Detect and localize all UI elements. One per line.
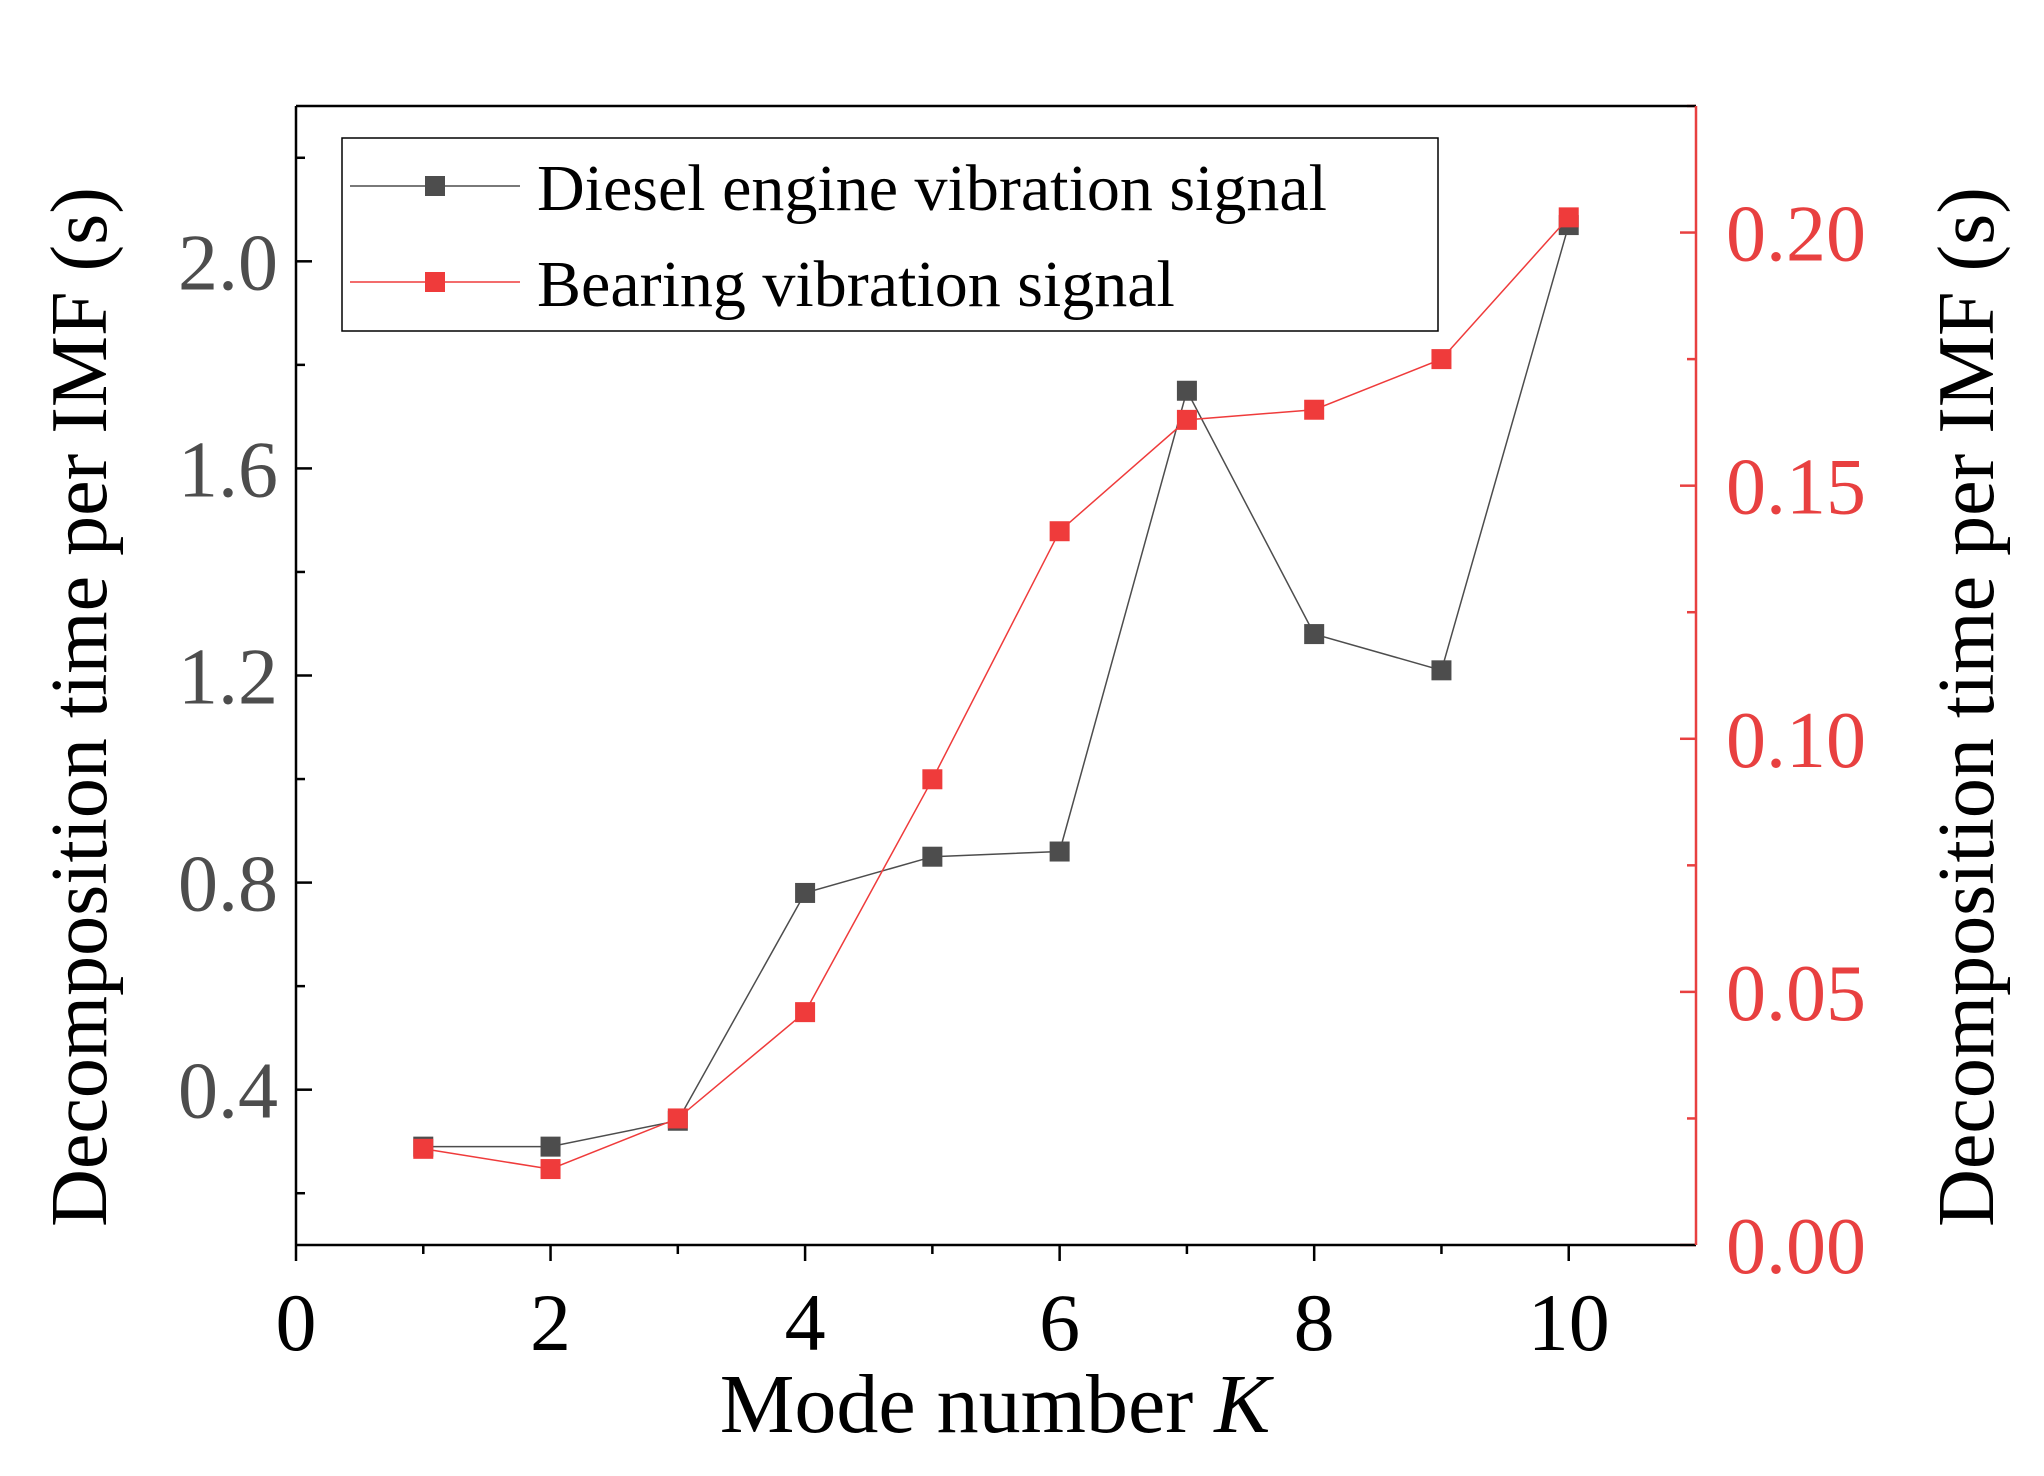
x-tick-label: 8 (1294, 1277, 1335, 1368)
legend-item-bearing: Bearing vibration signal (350, 248, 1175, 321)
y-left-tick-label: 1.6 (178, 426, 278, 514)
x-tick-label: 6 (1039, 1277, 1080, 1368)
x-axis-title: Mode number K (720, 1358, 1275, 1451)
y-right-tick-label: 0.05 (1726, 950, 1866, 1038)
legend-marker-diesel (425, 176, 445, 196)
series-line-diesel (423, 224, 1570, 1148)
y-right-tick-label: 0.20 (1726, 191, 1866, 279)
data-point-bearing (540, 1159, 561, 1180)
data-point-diesel (1304, 624, 1325, 645)
legend: Diesel engine vibration signal Bearing vi… (341, 137, 1439, 332)
data-point-bearing (1176, 409, 1197, 430)
data-point-diesel (540, 1136, 561, 1157)
data-point-bearing (795, 1002, 816, 1023)
x-tick-label: 4 (785, 1277, 826, 1368)
y-right-tick-label: 0.15 (1726, 444, 1866, 532)
y-axis-right-title: Decomposition time per IMF (s) (1923, 187, 2011, 1227)
data-point-diesel (1049, 841, 1070, 862)
data-point-diesel (922, 846, 943, 867)
legend-label-diesel: Diesel engine vibration signal (537, 152, 1327, 225)
data-point-bearing (922, 769, 943, 790)
legend-marker-bearing (425, 272, 445, 292)
plot-frame (294, 104, 1698, 1247)
data-point-bearing (1558, 207, 1579, 228)
series-bearing (413, 207, 1579, 1180)
data-point-diesel (1176, 380, 1197, 401)
data-point-bearing (1304, 399, 1325, 420)
legend-box (341, 137, 1439, 332)
y-left-tick-label: 2.0 (178, 219, 278, 307)
y-right-tick-label: 0.10 (1726, 697, 1866, 785)
y-axis-left-title: Decomposition time per IMF (s) (36, 187, 124, 1227)
y-right-tick-label: 0.00 (1726, 1203, 1866, 1291)
data-point-diesel (1431, 660, 1452, 681)
series-line-bearing (423, 216, 1570, 1170)
tick-labels: 0 2 4 6 8 10 0.4 0.8 1.2 1.6 2.0 0.00 0.05 0.10 0.15 0.… (178, 191, 1866, 1368)
data-point-diesel (795, 882, 816, 903)
y-left-tick-label: 0.8 (178, 841, 278, 929)
legend-item-diesel: Diesel engine vibration signal (350, 152, 1327, 225)
y-left-tick-label: 0.4 (178, 1048, 278, 1136)
y-left-tick-label: 1.2 (178, 634, 278, 722)
legend-label-bearing: Bearing vibration signal (537, 248, 1175, 321)
data-point-bearing (1431, 349, 1452, 370)
x-tick-label: 10 (1528, 1277, 1610, 1368)
data-point-bearing (667, 1108, 688, 1129)
x-tick-label: 2 (530, 1277, 571, 1368)
plot-series (413, 207, 1579, 1180)
data-point-bearing (413, 1138, 434, 1159)
data-point-bearing (1049, 521, 1070, 542)
series-diesel (413, 215, 1579, 1157)
x-tick-label: 0 (276, 1277, 317, 1368)
